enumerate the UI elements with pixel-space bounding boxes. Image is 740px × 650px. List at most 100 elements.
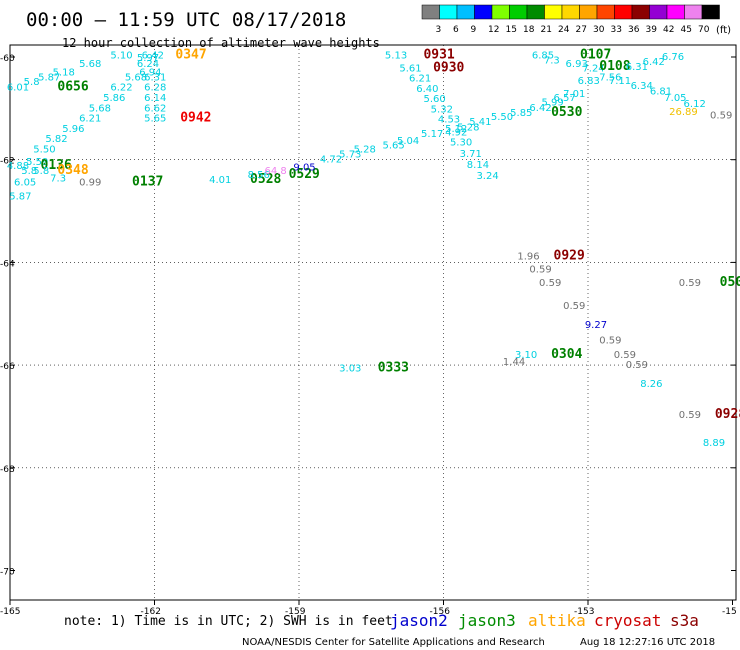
wave-height-value: 1.96 [517, 252, 539, 263]
wave-height-value: 5.30 [450, 138, 472, 149]
color-scale-swatch [701, 4, 720, 20]
wave-height-value: 64.8 [265, 166, 287, 177]
color-scale-swatch [439, 4, 458, 20]
wave-height-value: 0.59 [563, 301, 585, 312]
wave-height-value: 6.31 [144, 73, 166, 84]
legend-item-jason2: jason2 [390, 611, 448, 630]
wave-height-value: 0.59 [710, 111, 732, 122]
wave-height-value: 6.12 [684, 99, 706, 110]
wave-height-value: 0.59 [679, 278, 701, 289]
pass-time-label: 0136 [41, 158, 72, 173]
color-scale-swatch [666, 4, 685, 20]
wave-height-value: 5.96 [62, 124, 84, 135]
wave-height-value: 5.17 [421, 129, 443, 140]
wave-height-value: 6.94 [139, 67, 161, 78]
color-scale-tick: 18 [523, 25, 535, 35]
wave-height-value: 9.05 [293, 162, 315, 173]
color-scale-tick: 36 [628, 25, 640, 35]
x-tick-label: -165 [0, 607, 20, 617]
wave-height-value: 3.03 [339, 364, 361, 375]
wave-height-value: 6.85 [532, 50, 554, 61]
pass-time-label: 0931 [423, 47, 454, 62]
wave-height-value: 5.28 [457, 122, 479, 133]
y-tick-label: -60 [0, 54, 15, 64]
color-scale-swatch [596, 4, 615, 20]
wave-height-value: 6.40 [416, 84, 438, 95]
wave-height-value: 5.65 [144, 114, 166, 125]
wave-height-value: 0.59 [626, 360, 648, 371]
wave-height-value: 6.22 [110, 82, 132, 93]
x-tick-label: -15 [722, 607, 737, 617]
wave-height-value: 6.42 [142, 50, 164, 61]
color-scale-bar: 3 6 9 12 15 18 21 24 27 30 33 36 39 42 45 70 [421, 4, 720, 35]
wave-height-value: 5.87 [9, 192, 31, 203]
wave-height-value: 6.42 [643, 57, 665, 68]
pass-time-label: 0137 [132, 174, 163, 189]
wave-height-value: 5.04 [397, 136, 419, 147]
wave-height-value: 5.8 [21, 166, 37, 177]
color-scale-swatch [474, 4, 493, 20]
x-tick-label: -153 [574, 607, 594, 617]
grid-lines [10, 45, 736, 600]
wave-height-value: 3.10 [515, 350, 537, 361]
wave-height-value: 5.85 [510, 108, 532, 119]
wave-height-value: 1.44 [503, 357, 525, 368]
pass-time-label: 0656 [57, 79, 88, 94]
wave-height-value: 7.24 [582, 63, 604, 74]
pass-time-label: 0347 [175, 47, 206, 62]
axis-ticks: -165 -162 -159 -156 -153 -15 -60 -62 -64 -66 -68 -7… [0, 54, 737, 617]
y-tick-label: -68 [0, 465, 15, 475]
wave-height-value: 6.81 [650, 86, 672, 97]
wave-height-value: 5.82 [45, 134, 67, 145]
pass-time-label: 0108 [599, 59, 630, 74]
wave-height-value: 5.68 [79, 59, 101, 70]
footnote: note: 1) Time is in UTC; 2) SWH is in fe… [64, 614, 393, 629]
pass-time-label: 0529 [289, 167, 320, 182]
color-scale-swatch [491, 4, 510, 20]
wave-height-value: 6.24 [137, 59, 159, 70]
wave-height-value: 5.50 [491, 112, 513, 123]
x-tick-label: -156 [430, 607, 451, 617]
wave-height-value: 6.57 [554, 93, 576, 104]
wave-height-value: 4.53 [438, 115, 460, 126]
generated-timestamp: Aug 18 12:27:16 UTC 2018 [580, 637, 715, 648]
pass-time-label: 0528 [250, 172, 281, 187]
wave-height-value: 5.13 [385, 50, 407, 61]
plot-frame [9, 44, 737, 601]
y-tick-label: -70 [0, 568, 15, 578]
pass-time-label: 0348 [57, 163, 88, 178]
color-scale-tick: 45 [681, 25, 692, 35]
legend-item-jason3: jason3 [458, 611, 516, 630]
y-tick-label: -64 [0, 259, 15, 269]
plot-area: -165 -162 -159 -156 -153 -15 -60 -62 -64 -66 -68 -7… [0, 44, 740, 617]
color-scale-tick: 39 [646, 25, 658, 35]
wave-height-value: 6.34 [631, 81, 653, 92]
color-scale-swatch [579, 4, 598, 20]
color-scale-swatch [614, 4, 633, 20]
wave-height-value: 0.59 [679, 410, 701, 421]
chart-title: 00:00 – 11:59 UTC 08/17/2018 [26, 9, 346, 31]
wave-height-value: 26.89 [669, 107, 698, 118]
color-scale-unit: (ft) [716, 25, 731, 36]
wave-height-value: 5.59 [26, 157, 48, 168]
wave-height-value: 8.89 [703, 438, 725, 449]
pass-time-label: 0530 [551, 105, 582, 120]
wave-height-value: 5.12 [445, 124, 467, 135]
wave-height-value: 6.14 [144, 93, 166, 104]
wave-height-value: 6.76 [662, 52, 684, 63]
wave-height-value: 6.31 [626, 62, 648, 73]
color-scale-tick: 15 [506, 25, 517, 35]
wave-height-value: 6.01 [7, 82, 29, 93]
wave-height-value: 5.65 [383, 140, 405, 151]
wave-height-value: 7.3 [50, 174, 66, 185]
color-scale-tick: 30 [593, 25, 605, 35]
legend-item-cryosat: cryosat [594, 611, 661, 630]
wave-height-value: 6.21 [409, 74, 431, 85]
color-scale-tick: 42 [663, 25, 674, 35]
y-tick-label: -66 [0, 362, 15, 372]
wave-height-value: 5.73 [339, 150, 361, 161]
wave-height-value: 5.18 [53, 67, 75, 78]
color-scale-tick: 3 [436, 25, 442, 35]
